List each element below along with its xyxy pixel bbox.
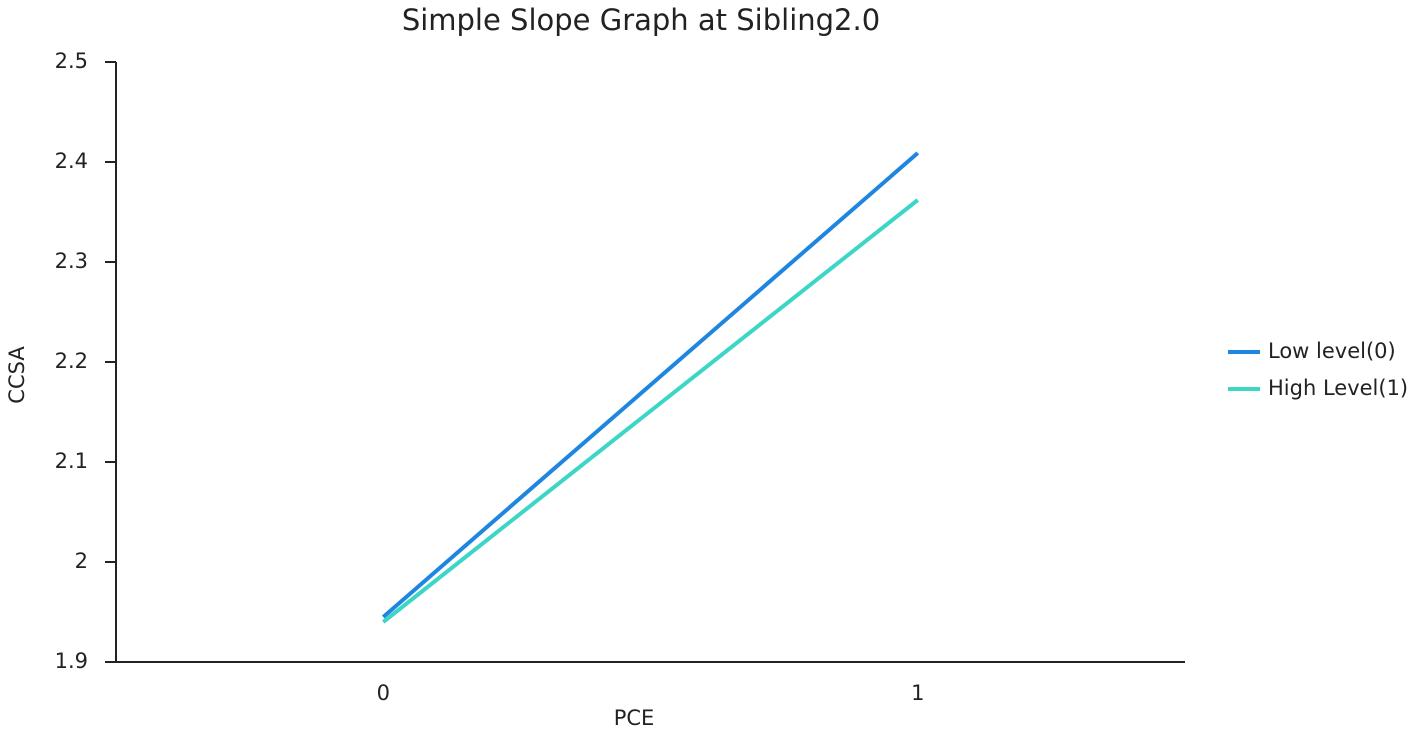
legend-label: Low level(0): [1268, 339, 1396, 363]
series-line: [381, 151, 920, 619]
x-axis-label: PCE: [614, 706, 655, 730]
chart-title: Simple Slope Graph at Sibling2.0: [402, 3, 880, 37]
legend-label: High Level(1): [1268, 376, 1408, 400]
x-tick-label: 0: [377, 681, 390, 705]
y-tick-label: 2.4: [55, 149, 88, 173]
y-tick-label: 2.3: [55, 249, 88, 273]
y-tick-label: 2: [75, 549, 88, 573]
x-tick-label: 1: [911, 681, 924, 705]
y-tick-label: 2.1: [55, 449, 88, 473]
y-tick-label: 1.9: [55, 649, 88, 673]
y-tick-label: 2.2: [55, 349, 88, 373]
series-line: [382, 198, 919, 624]
y-axis-label: CCSA: [5, 346, 29, 404]
y-tick-label: 2.5: [55, 49, 88, 73]
